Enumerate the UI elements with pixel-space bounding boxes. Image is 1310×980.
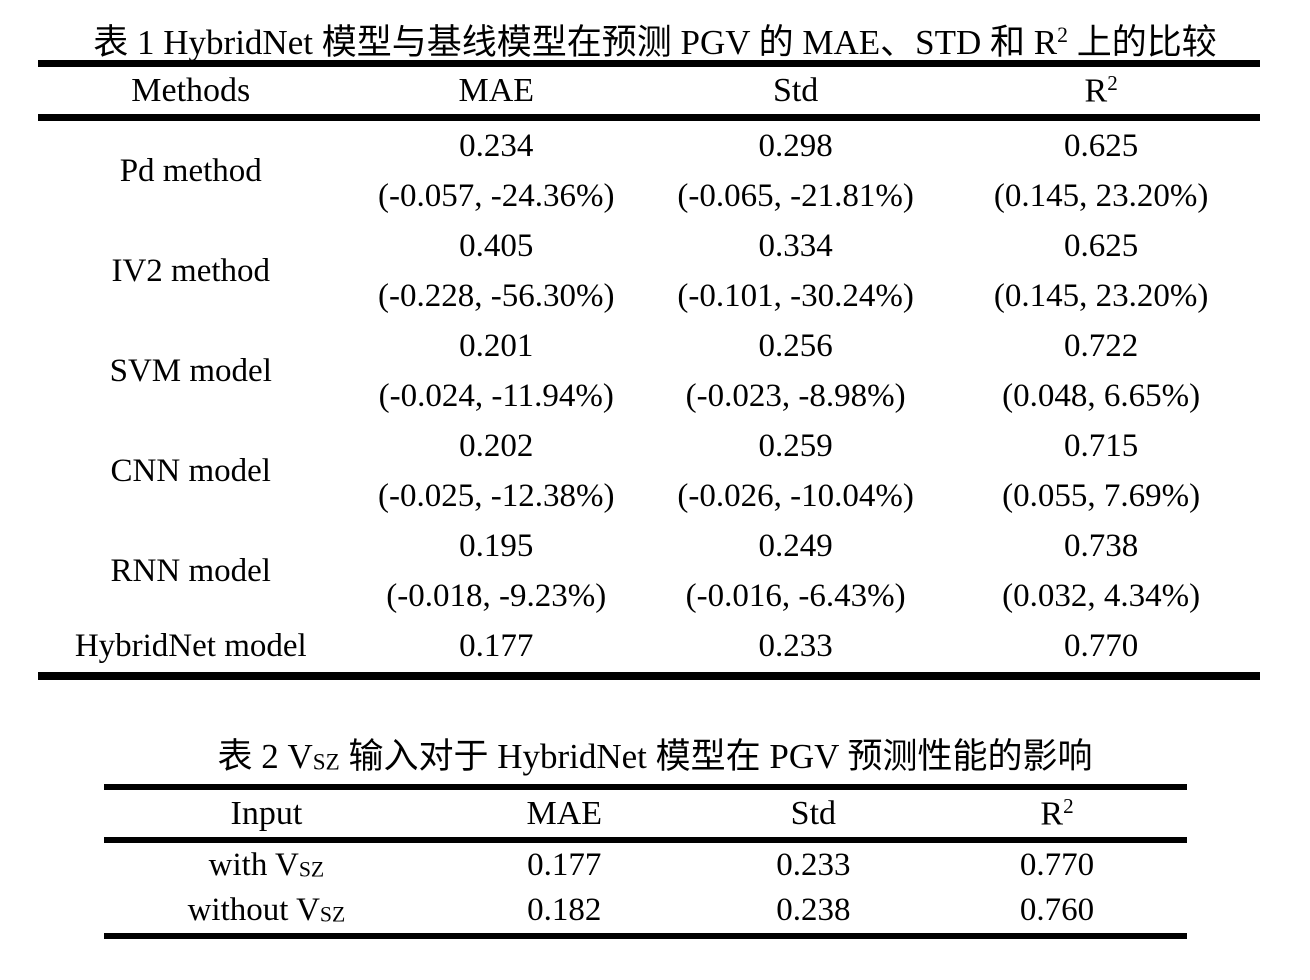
std-cell: 0.256 (-0.023, -8.98%) xyxy=(649,321,942,421)
std-delta: (-0.023, -8.98%) xyxy=(685,378,906,414)
method-cell: IV2 method xyxy=(111,252,271,289)
mae-delta: (-0.228, -56.30%) xyxy=(378,278,615,314)
table1-model-comparison: Methods MAE Std R2 Pd method 0.234 (-0.05… xyxy=(38,60,1260,680)
mae-value: 0.234 xyxy=(459,128,534,164)
table2-header-mae: MAE xyxy=(428,787,700,843)
std-value: 0.259 xyxy=(758,428,833,464)
table1-header-mae: MAE xyxy=(343,63,649,121)
table1-header-r2: R2 xyxy=(942,63,1260,121)
mae-value: 0.195 xyxy=(459,528,534,564)
mae-cell: 0.177 xyxy=(527,847,602,883)
table1-caption-superscript: 2 xyxy=(1057,23,1068,47)
std-value: 0.334 xyxy=(758,228,833,264)
table-row-without-vsz: without VSZ 0.182 0.238 0.760 xyxy=(104,888,1187,936)
input-label: without V xyxy=(187,892,320,928)
std-cell: 0.298 (-0.065, -21.81%) xyxy=(649,118,942,222)
std-delta: (-0.065, -21.81%) xyxy=(677,178,914,214)
table-row-svm-model: SVM model 0.201 (-0.024, -11.94%) 0.256 (-… xyxy=(38,321,1260,421)
table2-caption: 表 2 VSZ 输入对于 HybridNet 模型在 PGV 预测性能的影响 xyxy=(0,734,1310,784)
r2-value: 0.625 xyxy=(1064,228,1139,264)
table-row-rnn-model: RNN model 0.195 (-0.018, -9.23%) 0.249 (-0… xyxy=(38,521,1260,621)
method-cell: CNN model xyxy=(110,452,271,489)
mae-cell: 0.405 (-0.228, -56.30%) xyxy=(344,221,650,321)
table-row-hybridnet-model: HybridNet model 0.177 0.233 0.770 xyxy=(38,621,1260,676)
r2-cell: 0.760 xyxy=(1019,892,1095,928)
r2-value: 0.722 xyxy=(1064,328,1139,364)
table2-header-r2: R2 xyxy=(927,787,1187,843)
table-row-iv2-method: IV2 method 0.405 (-0.228, -56.30%) 0.334 (… xyxy=(38,221,1260,321)
r2-cell: 0.738 (0.032, 4.34%) xyxy=(942,521,1260,621)
table-row-cnn-model: CNN model 0.202 (-0.025, -12.38%) 0.259 (-… xyxy=(38,421,1260,521)
table1-caption-tail: 上的比较 xyxy=(1067,22,1217,62)
r2-cell: 0.770 xyxy=(1019,847,1095,883)
r2-base: R xyxy=(1040,795,1064,833)
std-cell: 0.334 (-0.101, -30.24%) xyxy=(649,221,942,321)
r2-base: R xyxy=(1084,72,1108,110)
r2-superscript: 2 xyxy=(1107,70,1118,95)
mae-cell: 0.234 (-0.057, -24.36%) xyxy=(344,118,650,222)
r2-delta: (0.048, 6.65%) xyxy=(1002,378,1201,414)
std-cell: 0.233 xyxy=(758,628,833,664)
mae-delta: (-0.057, -24.36%) xyxy=(378,178,615,214)
r2-delta: (0.145, 23.20%) xyxy=(993,278,1209,314)
table-row-with-vsz: with VSZ 0.177 0.233 0.770 xyxy=(104,840,1187,888)
r2-cell: 0.625 (0.145, 23.20%) xyxy=(942,221,1260,321)
r2-superscript: 2 xyxy=(1063,793,1074,818)
std-value: 0.249 xyxy=(758,528,833,564)
r2-cell: 0.625 (0.145, 23.20%) xyxy=(942,118,1260,222)
mae-value: 0.202 xyxy=(459,428,534,464)
input-cell: with VSZ xyxy=(104,840,429,888)
r2-delta: (0.032, 4.34%) xyxy=(1002,578,1201,614)
table1-caption-text: 表 1 HybridNet 模型与基线模型在预测 PGV 的 MAE、STD 和… xyxy=(93,22,1058,62)
table2-header-std: Std xyxy=(699,787,928,843)
mae-cell: 0.202 (-0.025, -12.38%) xyxy=(344,421,650,521)
std-cell: 0.249 (-0.016, -6.43%) xyxy=(649,521,942,621)
r2-delta: (0.055, 7.69%) xyxy=(1002,478,1201,514)
r2-cell: 0.770 xyxy=(1064,628,1139,664)
std-delta: (-0.016, -6.43%) xyxy=(685,578,906,614)
table1-header-std: Std xyxy=(649,63,943,121)
table1-caption: 表 1 HybridNet 模型与基线模型在预测 PGV 的 MAE、STD 和… xyxy=(0,12,1310,66)
mae-cell: 0.177 xyxy=(459,628,534,664)
std-cell: 0.259 (-0.026, -10.04%) xyxy=(649,421,942,521)
table2-vsz-ablation: Input MAE Std R2 with VSZ 0.177 0.233 0.… xyxy=(104,784,1187,939)
mae-delta: (-0.025, -12.38%) xyxy=(378,478,615,514)
table2-caption-subscript: SZ xyxy=(312,748,340,775)
r2-cell: 0.722 (0.048, 6.65%) xyxy=(942,321,1260,421)
vsz-subscript: SZ xyxy=(298,857,325,882)
table1-header-methods: Methods xyxy=(38,63,344,121)
std-cell: 0.238 xyxy=(776,892,851,928)
table2-caption-text: 表 2 V xyxy=(217,737,313,776)
input-label: with V xyxy=(208,847,299,883)
std-delta: (-0.101, -30.24%) xyxy=(677,278,914,314)
table2-header-input: Input xyxy=(104,787,429,843)
r2-value: 0.625 xyxy=(1064,128,1139,164)
method-cell: RNN model xyxy=(110,552,271,589)
input-cell: without VSZ xyxy=(104,888,429,936)
r2-value: 0.738 xyxy=(1064,528,1139,564)
mae-delta: (-0.024, -11.94%) xyxy=(378,378,614,414)
table-row-pd-method: Pd method 0.234 (-0.057, -24.36%) 0.298 (-… xyxy=(38,118,1260,222)
std-cell: 0.233 xyxy=(776,847,851,883)
mae-cell: 0.182 xyxy=(527,892,602,928)
mae-cell: 0.195 (-0.018, -9.23%) xyxy=(344,521,650,621)
vsz-subscript: SZ xyxy=(319,902,346,927)
r2-cell: 0.715 (0.055, 7.69%) xyxy=(942,421,1260,521)
mae-cell: 0.201 (-0.024, -11.94%) xyxy=(344,321,650,421)
mae-delta: (-0.018, -9.23%) xyxy=(386,578,607,614)
r2-delta: (0.145, 23.20%) xyxy=(993,178,1209,214)
mae-value: 0.405 xyxy=(459,228,534,264)
method-cell: SVM model xyxy=(109,352,272,389)
mae-value: 0.201 xyxy=(459,328,534,364)
table2-caption-tail: 输入对于 HybridNet 模型在 PGV 预测性能的影响 xyxy=(339,737,1093,776)
std-value: 0.298 xyxy=(758,128,833,164)
r2-value: 0.715 xyxy=(1064,428,1139,464)
std-delta: (-0.026, -10.04%) xyxy=(677,478,914,514)
table2-header-row: Input MAE Std R2 xyxy=(104,787,1187,843)
method-cell: HybridNet model xyxy=(74,628,307,664)
method-cell: Pd method xyxy=(119,152,262,189)
std-value: 0.256 xyxy=(758,328,833,364)
table1-header-row: Methods MAE Std R2 xyxy=(38,63,1260,121)
